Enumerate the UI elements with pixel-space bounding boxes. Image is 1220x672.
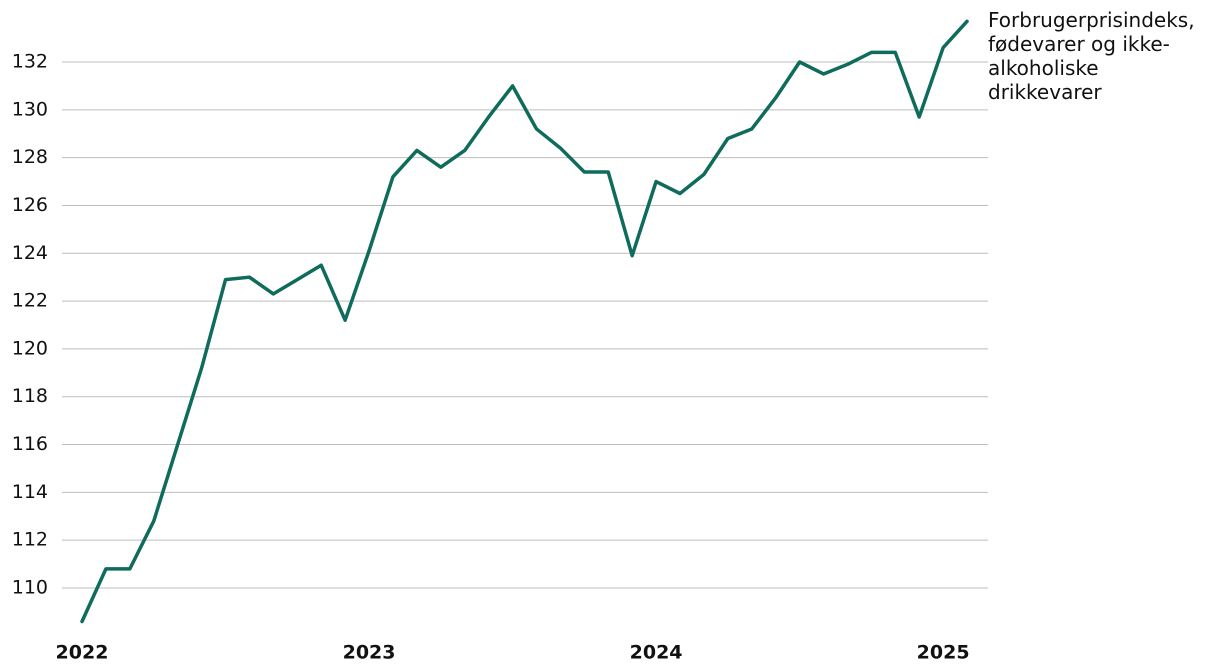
x-tick-label: 2023 [343, 642, 396, 664]
y-tick-label: 114 [12, 481, 48, 503]
series-label: Forbrugerprisindeks, fødevarer og ikke-a… [988, 8, 1195, 104]
y-tick-label: 128 [12, 146, 48, 168]
x-tick-label: 2024 [630, 642, 683, 664]
y-tick-label: 112 [12, 529, 48, 551]
y-tick-label: 130 [12, 98, 48, 120]
data-line [80, 19, 969, 624]
x-tick-label: 2025 [917, 642, 970, 664]
y-tick-label: 116 [12, 433, 48, 455]
y-tick-label: 126 [12, 194, 48, 216]
y-tick-label: 124 [12, 242, 48, 264]
y-tick-label: 122 [12, 290, 48, 312]
y-tick-label: 110 [12, 577, 48, 599]
x-tick-label: 2022 [56, 642, 109, 664]
y-tick-label: 120 [12, 337, 48, 359]
y-tick-label: 132 [12, 51, 48, 73]
y-tick-label: 118 [12, 385, 48, 407]
